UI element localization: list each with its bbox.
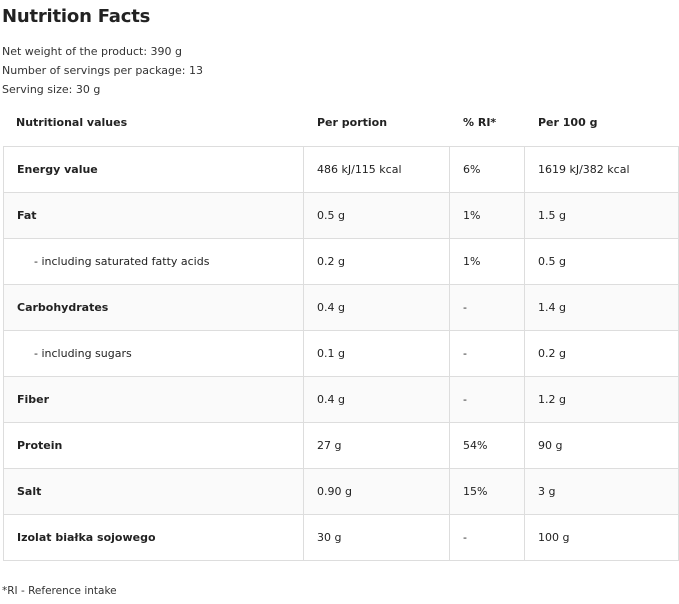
per-portion-value: 0.1 g	[303, 330, 450, 377]
per-portion-value: 27 g	[303, 422, 450, 469]
table-row: - including saturated fatty acids 0.2 g 1%…	[3, 238, 679, 285]
ri-value: 1%	[449, 192, 525, 239]
table-row: Fat 0.5 g 1% 1.5 g	[3, 192, 679, 239]
per-portion-value: 0.2 g	[303, 238, 450, 285]
header-per-100g: Per 100 g	[538, 116, 598, 129]
per-portion-value: 486 kJ/115 kcal	[303, 146, 450, 193]
nutrient-name: Salt	[3, 468, 304, 515]
ri-value: -	[449, 514, 525, 561]
per-100g-value: 1.5 g	[524, 192, 679, 239]
nutrient-name: - including sugars	[3, 330, 304, 377]
per-100g-value: 0.5 g	[524, 238, 679, 285]
nutrient-name: - including saturated fatty acids	[3, 238, 304, 285]
per-portion-value: 30 g	[303, 514, 450, 561]
per-portion-value: 0.4 g	[303, 376, 450, 423]
nutrient-name: Fiber	[3, 376, 304, 423]
per-100g-value: 90 g	[524, 422, 679, 469]
table-row: Energy value 486 kJ/115 kcal 6% 1619 kJ/382…	[3, 146, 679, 193]
serving-size: Serving size: 30 g	[2, 83, 101, 96]
ri-value: 15%	[449, 468, 525, 515]
nutrient-name: Protein	[3, 422, 304, 469]
per-100g-value: 1619 kJ/382 kcal	[524, 146, 679, 193]
per-100g-value: 3 g	[524, 468, 679, 515]
ri-value: 1%	[449, 238, 525, 285]
nutrition-table: Energy value 486 kJ/115 kcal 6% 1619 kJ/382…	[3, 146, 679, 561]
per-portion-value: 0.4 g	[303, 284, 450, 331]
net-weight: Net weight of the product: 390 g	[2, 45, 183, 58]
nutrient-name: Carbohydrates	[3, 284, 304, 331]
table-row: - including sugars 0.1 g -0.2 g	[3, 330, 679, 377]
header-nutritional-values: Nutritional values	[16, 116, 128, 129]
nutrient-name: Energy value	[3, 146, 304, 193]
ri-value: -	[449, 330, 525, 377]
per-100g-value: 0.2 g	[524, 330, 679, 377]
table-row: Carbohydrates 0.4 g -1.4 g	[3, 284, 679, 331]
table-row: Protein 27 g 54% 90 g	[3, 422, 679, 469]
table-row: Salt 0.90 g 15% 3 g	[3, 468, 679, 515]
per-portion-value: 0.90 g	[303, 468, 450, 515]
nutrient-name: Izolat białka sojowego	[3, 514, 304, 561]
per-100g-value: 100 g	[524, 514, 679, 561]
nutrient-name: Fat	[3, 192, 304, 239]
per-100g-value: 1.2 g	[524, 376, 679, 423]
ri-value: 6%	[449, 146, 525, 193]
ri-value: -	[449, 376, 525, 423]
footnote: *RI - Reference intake	[2, 585, 117, 597]
per-100g-value: 1.4 g	[524, 284, 679, 331]
ri-value: -	[449, 284, 525, 331]
header-per-portion: Per portion	[317, 116, 388, 129]
header-ri: % RI*	[463, 116, 497, 129]
ri-value: 54%	[449, 422, 525, 469]
servings-per-package: Number of servings per package: 13	[2, 64, 203, 77]
table-row: Fiber 0.4 g -1.2 g	[3, 376, 679, 423]
table-row: Izolat białka sojowego 30 g -100 g	[3, 514, 679, 561]
per-portion-value: 0.5 g	[303, 192, 450, 239]
page-title: Nutrition Facts	[2, 6, 151, 27]
